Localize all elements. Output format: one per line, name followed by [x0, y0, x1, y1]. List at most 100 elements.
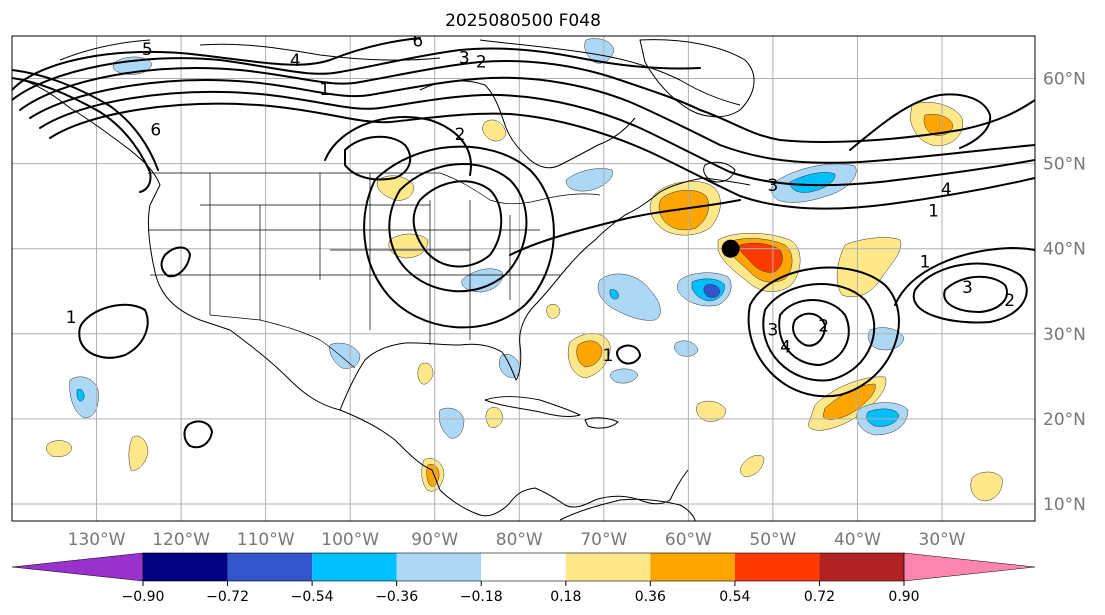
contour-north-1 [49, 102, 1035, 210]
cold-anomaly-east-pacific [329, 342, 361, 369]
warm-anomaly-north-atlantic-core [923, 114, 954, 136]
contour-label: 6 [412, 31, 423, 51]
colorbar-segment [819, 553, 904, 581]
colorbar-segment [396, 553, 482, 581]
hispaniola-coast [584, 417, 619, 429]
cold-anomaly-subtropical-core [866, 408, 900, 427]
contour-atlantic-high-1 [792, 312, 826, 347]
cold-anomaly-mid-atlantic [610, 368, 639, 384]
cold-anomaly-sargasso-core [609, 289, 619, 300]
lon-label: 80°W [496, 530, 543, 550]
contour-east-atlantic-3 [943, 275, 1008, 313]
contour-label: 1 [66, 308, 77, 328]
lon-label: 100°W [321, 530, 379, 550]
cold-anomaly-bahamas-east [674, 340, 699, 357]
contour-label: 4 [290, 51, 301, 71]
lat-label: 30°N [1043, 325, 1086, 345]
lon-label: 60°W [665, 530, 712, 550]
contour-pacific-west-1 [160, 246, 191, 278]
contour-label: 3 [962, 278, 973, 298]
contour-north-4 [19, 59, 1035, 143]
contour-east-atlantic-1 [894, 247, 1035, 306]
colorbar-segment [227, 553, 313, 581]
contour-label: 1 [319, 80, 330, 100]
contour-great-lakes-low-2 [388, 163, 528, 293]
cold-anomaly-caribbean [438, 407, 465, 439]
warm-anomaly-mexico [417, 362, 434, 385]
colorbar-over-triangle [903, 552, 1036, 582]
warm-anomaly-hudson [482, 119, 507, 142]
contour-north-atlantic-wave [849, 93, 992, 151]
lon-label: 110°W [237, 530, 295, 550]
contour-label: 2 [1004, 291, 1015, 311]
cold-anomaly-atlantic-a-core [703, 284, 721, 298]
borders [148, 172, 601, 369]
state-borders [148, 173, 560, 345]
colorbar-tick-label: 0.90 [888, 589, 919, 605]
warm-anomaly-pacific-a [128, 435, 149, 471]
colorbar-segment [734, 553, 820, 581]
contour-atlantic-high-4 [747, 266, 900, 398]
lon-label: 50°W [749, 530, 796, 550]
colorbar-tick-label: −0.72 [206, 589, 249, 605]
colorbar-tick-label: −0.36 [375, 589, 418, 605]
warm-anomaly-bermuda-core [576, 340, 603, 368]
contour-label: 1 [603, 346, 614, 366]
contour-north-5 [12, 47, 701, 101]
lon-label: 30°W [919, 530, 966, 550]
north-america-coastline [12, 77, 689, 517]
contour-lines [12, 37, 1035, 449]
contour-label: 1 [920, 252, 931, 272]
contour-pacific-1 [78, 303, 149, 359]
colorbar-segment [143, 553, 228, 581]
newfoundland-coast [703, 161, 736, 183]
contour-atlantic-high-2 [778, 299, 850, 366]
colorbar-under-triangle [11, 552, 144, 582]
colorbar-ticks: −0.90 −0.72 −0.54 −0.36 −0.18 0.18 0.36 0.54 0.7… [122, 581, 920, 605]
lon-label: 130°W [68, 530, 126, 550]
coastlines [12, 39, 755, 521]
contour-great-lakes-low-3 [363, 145, 555, 329]
colorbar-segments [143, 553, 904, 581]
location-marker [721, 239, 740, 258]
us-canada-border [148, 172, 601, 205]
contour-label: 4 [780, 338, 791, 358]
contour-alaska-6 [12, 77, 152, 193]
warm-anomaly-newfoundland-core [658, 190, 709, 231]
contour-east-atlantic-2 [912, 262, 1028, 324]
warm-anomaly-tropic-c [970, 471, 1003, 502]
warm-anomaly-pacific-b [46, 440, 73, 457]
colorbar-tick-label: 0.18 [550, 589, 581, 605]
contour-atlantic-high-3 [762, 283, 876, 382]
warm-anomaly-marker-core [739, 242, 783, 273]
cold-anomaly-quebec [565, 168, 613, 192]
warm-anomaly-carolina [546, 304, 561, 319]
contour-midwest [324, 116, 472, 176]
warm-anomaly-gulf [485, 407, 504, 428]
colorbar-frame [142, 552, 905, 582]
colorbar-tick-label: 0.72 [804, 589, 835, 605]
latitude-labels: 60°N 50°N 40°N 30°N 20°N 10°N [1043, 70, 1086, 515]
south-america-coast [559, 498, 696, 521]
contour-north-6 [12, 37, 421, 91]
contour-north-3 [29, 76, 1035, 164]
greenland-coast [639, 39, 755, 118]
contour-label: 1 [928, 201, 939, 221]
lon-label: 120°W [152, 530, 210, 550]
lat-label: 50°N [1043, 155, 1086, 175]
cold-anomaly-sargasso [597, 273, 661, 321]
colorbar-tick-label: −0.54 [291, 589, 334, 605]
colorbar-tick-label: −0.18 [460, 589, 503, 605]
contour-label: 2 [476, 53, 487, 73]
lat-label: 60°N [1043, 70, 1086, 90]
warm-anomaly-tropic-b [740, 454, 765, 478]
map-gridlines [12, 36, 1035, 521]
contour-great-lakes-low-1 [412, 180, 503, 268]
gulf-and-east-coastline [339, 177, 751, 411]
contour-bermuda-1 [616, 344, 641, 365]
colorbar-tick-label: 0.54 [719, 589, 750, 605]
contour-pacific-south-1 [183, 420, 213, 449]
